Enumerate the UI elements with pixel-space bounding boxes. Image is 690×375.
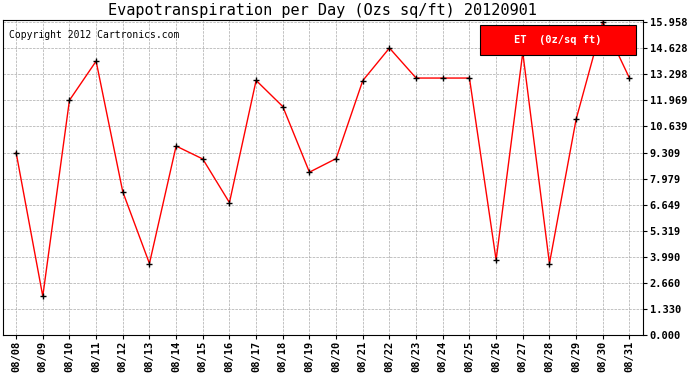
FancyBboxPatch shape xyxy=(480,25,636,55)
Text: Copyright 2012 Cartronics.com: Copyright 2012 Cartronics.com xyxy=(9,30,179,40)
Title: Evapotranspiration per Day (Ozs sq/ft) 20120901: Evapotranspiration per Day (Ozs sq/ft) 2… xyxy=(108,3,538,18)
Text: ET  (0z/sq ft): ET (0z/sq ft) xyxy=(514,35,602,45)
